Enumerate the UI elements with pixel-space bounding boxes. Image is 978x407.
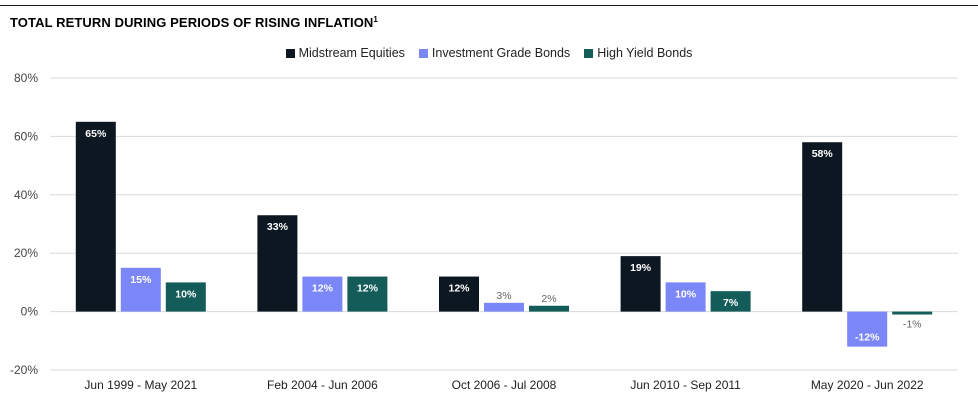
- bar: [665, 282, 706, 312]
- legend-item-investment-grade-bonds: Investment Grade Bonds: [418, 46, 571, 60]
- bar: [347, 276, 388, 312]
- y-tick-label: 80%: [14, 71, 38, 85]
- x-category-label: May 2020 - Jun 2022: [811, 378, 924, 392]
- bar: [484, 302, 524, 312]
- data-label: 12%: [357, 283, 379, 295]
- y-tick-label: 60%: [14, 129, 38, 143]
- bar: [257, 215, 298, 312]
- data-label: 3%: [496, 290, 511, 302]
- x-category-label: Jun 1999 - May 2021: [84, 378, 197, 392]
- legend-swatch-midstream: [285, 48, 295, 58]
- legend-swatch-high-yield: [584, 48, 594, 58]
- bar: [75, 121, 116, 312]
- data-label: 65%: [85, 128, 107, 140]
- bar: [529, 305, 569, 312]
- y-tick-label: 0%: [21, 305, 39, 319]
- legend-swatch-investment-grade: [418, 48, 428, 58]
- x-category-label: Feb 2004 - Jun 2006: [267, 378, 378, 392]
- bar: [802, 142, 843, 312]
- data-label: 15%: [130, 274, 152, 286]
- y-tick-label: -20%: [10, 363, 38, 377]
- bar: [302, 276, 343, 312]
- bar: [620, 256, 661, 312]
- legend-label-investment-grade: Investment Grade Bonds: [431, 46, 571, 60]
- top-rule: [0, 5, 978, 6]
- bar: [892, 311, 933, 315]
- bar: [847, 311, 888, 347]
- bar: [120, 267, 161, 312]
- data-label: 58%: [812, 148, 834, 160]
- x-category-label: Jun 2010 - Sep 2011: [630, 378, 741, 392]
- data-label: 33%: [267, 221, 289, 233]
- data-label: 10%: [675, 288, 697, 300]
- y-tick-label: 20%: [14, 246, 38, 260]
- bar: [165, 282, 206, 312]
- legend-item-midstream-equities: Midstream Equities: [285, 46, 405, 60]
- data-label: 19%: [630, 262, 652, 274]
- data-label: 12%: [448, 283, 470, 295]
- x-category-label: Oct 2006 - Jul 2008: [452, 378, 557, 392]
- legend-item-high-yield-bonds: High Yield Bonds: [584, 46, 692, 60]
- bar: [710, 291, 751, 312]
- title-footnote: 1: [373, 15, 378, 24]
- chart-title: TOTAL RETURN DURING PERIODS OF RISING IN…: [10, 15, 378, 30]
- data-label: 2%: [541, 293, 556, 305]
- data-label: 12%: [312, 283, 334, 295]
- chart-legend: Midstream Equities Investment Grade Bond…: [0, 46, 978, 60]
- chart-title-text: TOTAL RETURN DURING PERIODS OF RISING IN…: [10, 15, 374, 30]
- y-tick-label: 40%: [14, 188, 38, 202]
- data-label: 10%: [175, 288, 197, 300]
- legend-label-midstream: Midstream Equities: [298, 46, 405, 60]
- bar: [439, 276, 479, 312]
- legend-label-high-yield: High Yield Bonds: [597, 46, 693, 60]
- data-label: -1%: [903, 319, 922, 331]
- data-label: 7%: [723, 297, 739, 309]
- data-label: -12%: [855, 332, 880, 344]
